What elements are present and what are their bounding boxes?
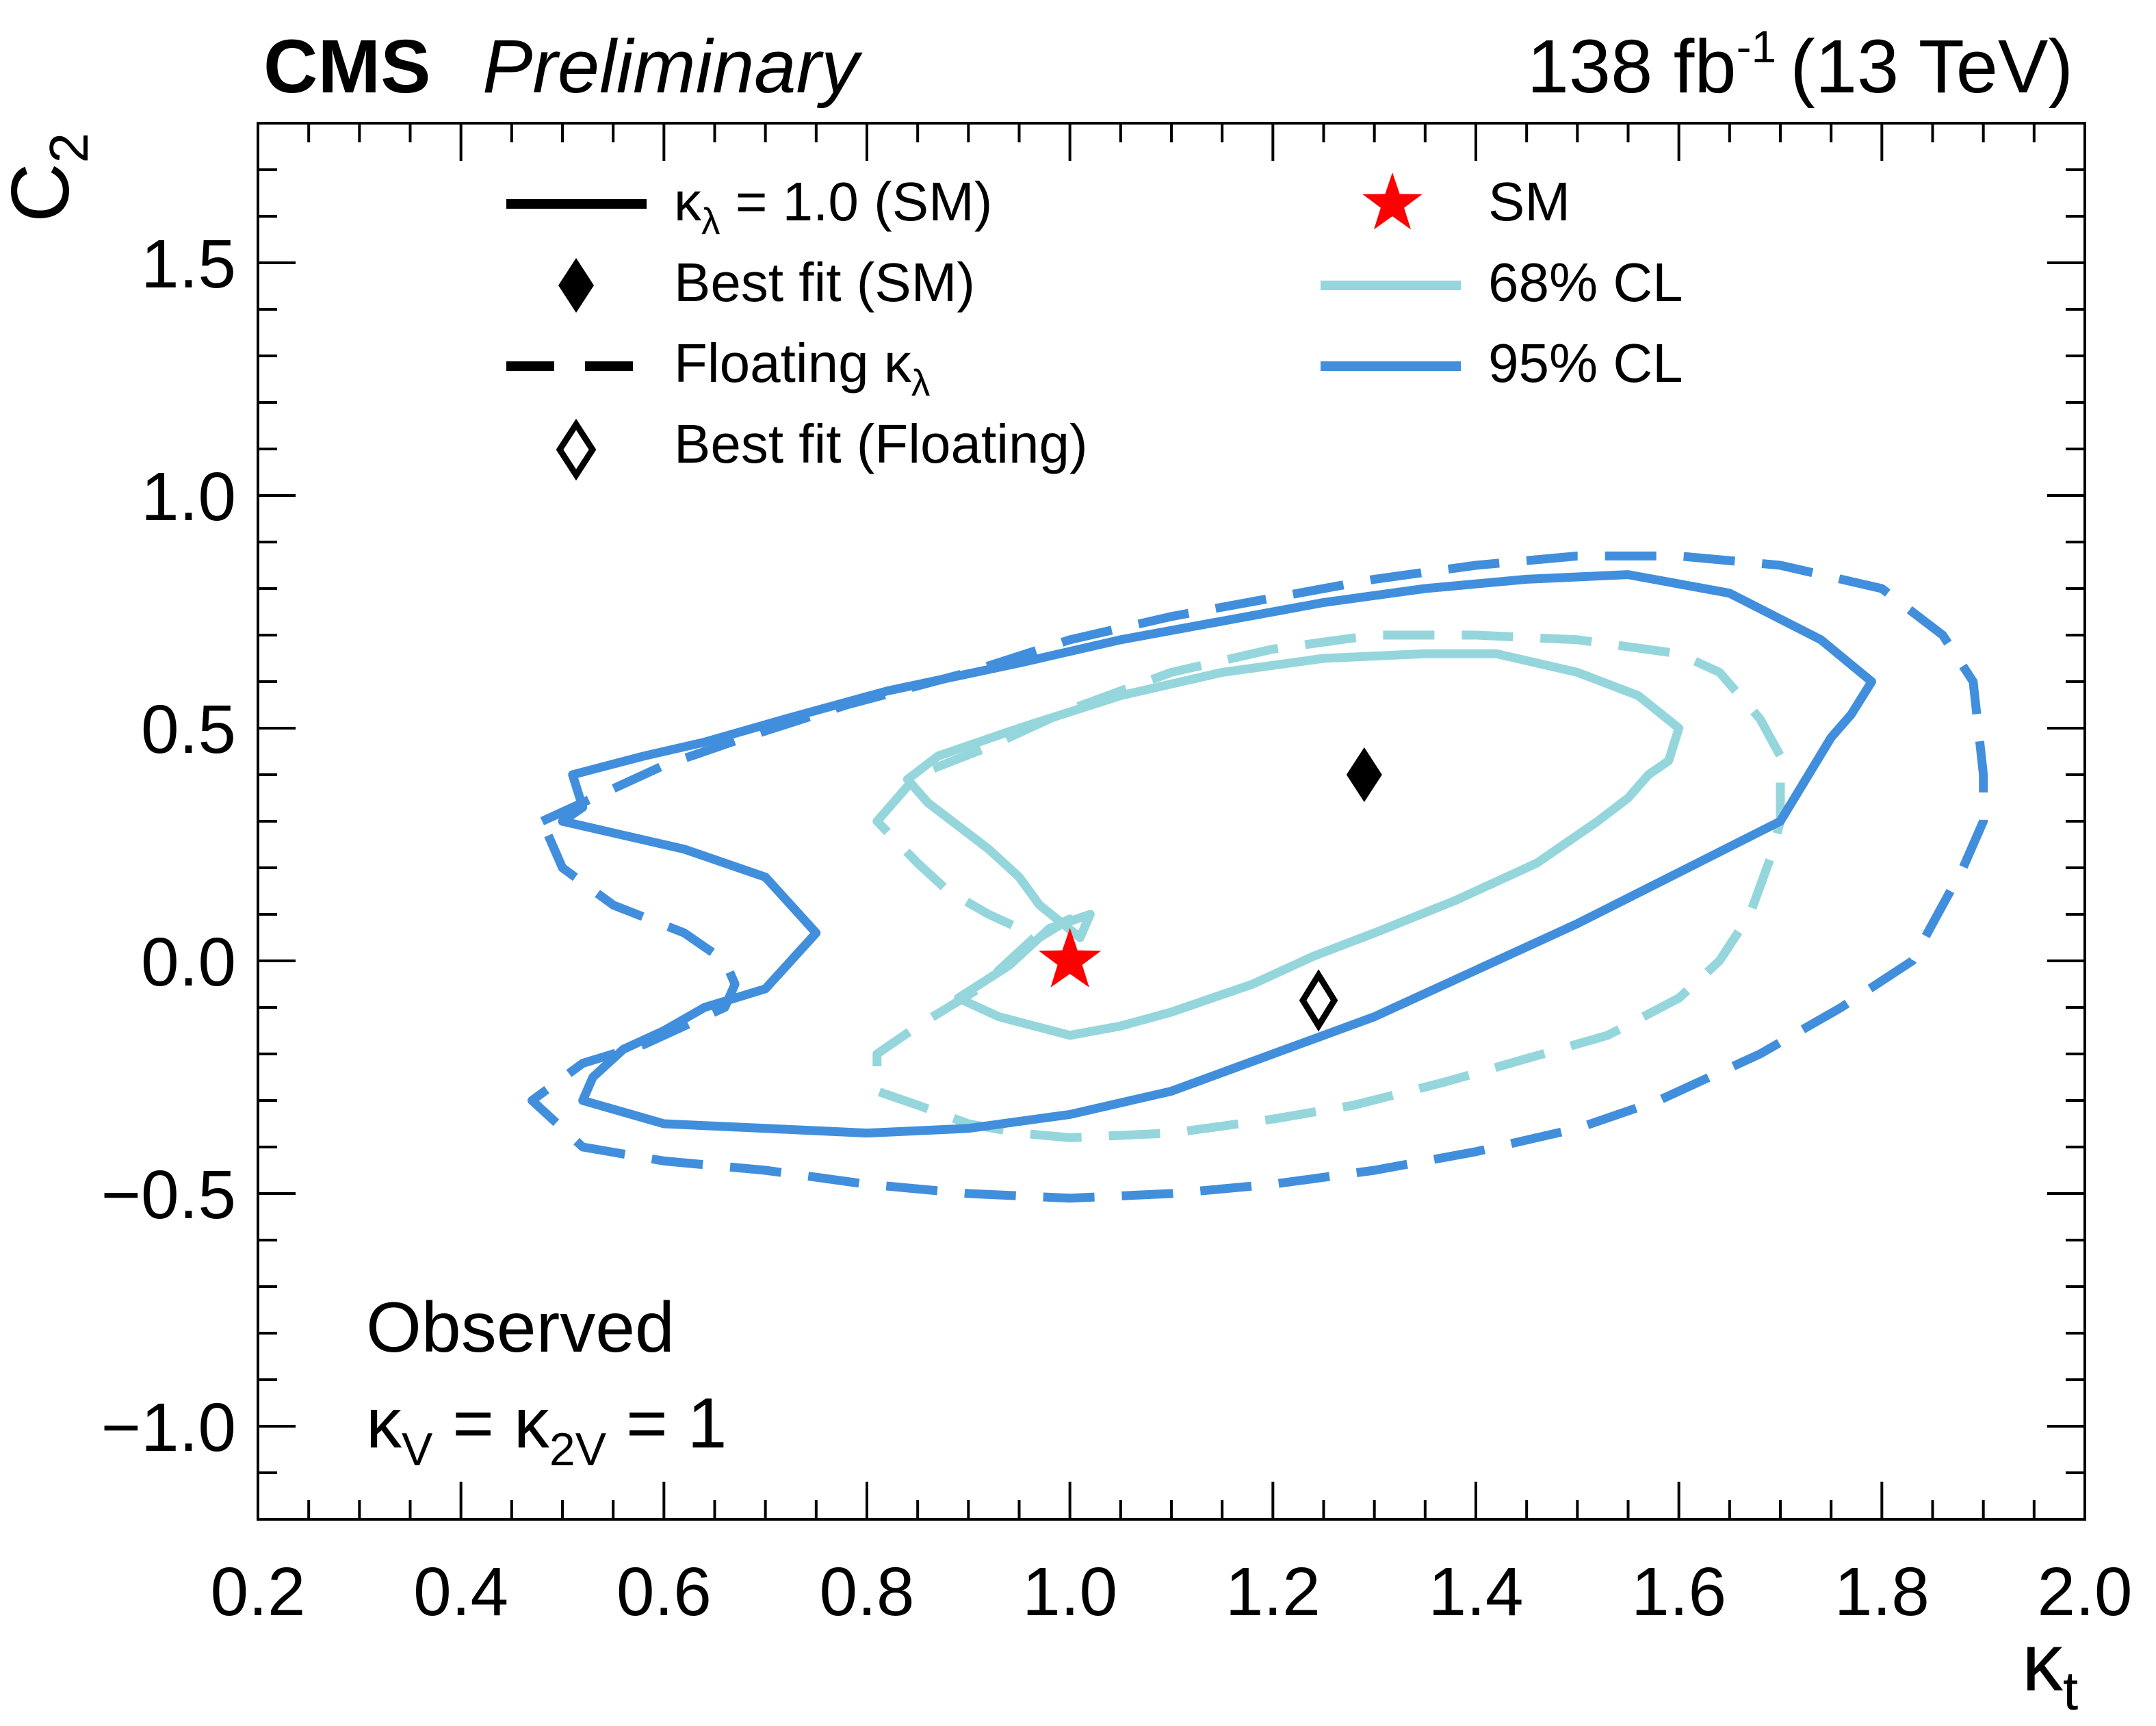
lumi-energy: (13 TeV) [1790,25,2073,109]
x-tick-label: 2.0 [2037,1554,2132,1630]
x-tick-label: 0.6 [616,1554,712,1630]
best-fit-sm-marker [1346,747,1382,802]
x-tick-label: 1.6 [1631,1554,1726,1630]
contour-68-solid [902,649,1684,1040]
marker-group [1039,747,1382,1032]
x-tick-label: 0.8 [819,1554,914,1630]
y-tick-label: −0.5 [101,1157,236,1233]
contour-95-dashed [528,551,1988,1203]
contour-group [528,551,1988,1203]
x-tick-label: 0.2 [210,1554,305,1630]
legend: κλ = 1.0 (SM) Best fit (SM) Floating κλ … [506,171,1683,481]
y-tick-label: 0.5 [141,691,236,768]
axis-ticks [258,123,2085,1519]
legend-floating-label: Floating κλ [674,333,931,404]
x-tick-label: 0.4 [413,1554,508,1630]
x-tick-label: 1.2 [1225,1554,1321,1630]
y-axis-title: C2 [0,133,99,222]
x-axis-kappa: κ [2022,1616,2064,1708]
experiment-label: CMS [263,25,430,109]
legend-sm-label: SM [1488,171,1570,232]
y-tick-labels: −1.0 −0.5 0.0 0.5 1.0 1.5 [101,226,236,1466]
legend-best-floating-label: Best fit (Floating) [674,413,1088,474]
legend-best-floating-icon [556,418,597,481]
y-tick-label: 0.0 [141,924,236,1001]
x-tick-label: 1.8 [1834,1554,1930,1630]
lumi-label: 138 fb-1 (13 TeV) [1527,21,2073,109]
contour-95-solid [558,570,1876,1138]
x-axis-sub: t [2063,1660,2078,1721]
legend-best-sm-icon [558,258,594,313]
x-tick-label: 1.4 [1428,1554,1523,1630]
lumi-value: 138 fb [1527,25,1737,109]
contour-68-dashed [872,630,1785,1142]
y-tick-label: 1.0 [141,459,236,535]
legend-68-label: 68% CL [1488,252,1683,313]
observed-label: Observed [366,1288,675,1367]
legend-solid-label: κλ = 1.0 (SM) [674,171,992,242]
x-tick-labels: 0.2 0.4 0.6 0.8 1.0 1.2 1.4 1.6 1.8 2.0 [210,1554,2132,1630]
x-axis-title: κt [2022,1616,2078,1721]
y-tick-label: 1.5 [141,226,236,302]
y-tick-label: −1.0 [101,1389,236,1466]
legend-95-label: 95% CL [1488,333,1683,394]
legend-best-sm-label: Best fit (SM) [674,252,975,313]
legend-sm-star-icon [1362,172,1423,230]
coupling-condition: κV = κ2V = 1 [366,1384,727,1476]
best-fit-floating-marker [1299,969,1338,1032]
y-axis-c: C [0,163,86,222]
x-tick-label: 1.0 [1022,1554,1117,1630]
lumi-exponent: -1 [1737,21,1777,72]
sm-star-marker [1039,928,1102,988]
y-axis-sub: 2 [38,133,99,164]
status-label: Preliminary [482,25,863,109]
